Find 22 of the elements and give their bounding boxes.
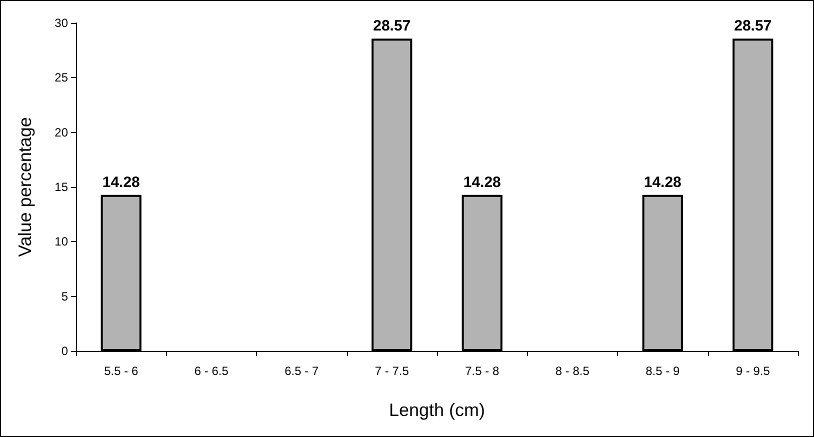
x-tick-label: 6 - 6.5 (194, 364, 229, 378)
y-tick-label: 10 (54, 234, 68, 249)
x-tick-label: 6.5 - 7 (284, 364, 319, 378)
x-tick-label: 9 - 9.5 (736, 364, 770, 378)
data-label: 14.28 (463, 174, 501, 191)
y-axis-title: Value percentage (15, 117, 35, 257)
x-axis-title: Length (cm) (388, 400, 486, 420)
y-tick-label: 25 (54, 70, 68, 85)
y-tick-label: 30 (54, 16, 68, 30)
y-tick-label: 0 (61, 344, 68, 358)
y-tick-label: 15 (54, 180, 68, 194)
x-tick-label: 8.5 - 9 (646, 364, 680, 378)
x-tick-label: 7.5 - 8 (465, 364, 500, 378)
x-tick-label: 5.5 - 6 (104, 364, 138, 378)
data-label: 14.28 (102, 174, 140, 191)
y-tick-label: 20 (54, 125, 68, 140)
data-label: 28.57 (373, 18, 411, 35)
data-label: 14.28 (644, 174, 682, 191)
x-tick-label: 7 - 7.5 (374, 364, 410, 378)
x-tick-label: 8 - 8.5 (555, 364, 590, 378)
y-tick-label: 5 (61, 289, 68, 304)
data-label: 28.57 (734, 18, 772, 35)
